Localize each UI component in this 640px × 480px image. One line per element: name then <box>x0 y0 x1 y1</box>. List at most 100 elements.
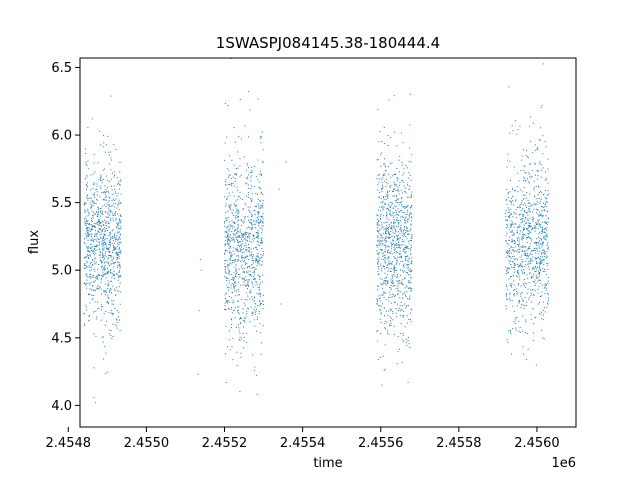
data-point <box>248 174 250 176</box>
data-point <box>543 235 545 237</box>
data-point <box>90 261 92 263</box>
data-point <box>115 294 117 296</box>
data-point <box>246 255 248 257</box>
data-point <box>539 262 541 264</box>
data-point <box>251 257 253 259</box>
data-point <box>547 246 549 248</box>
data-point <box>378 295 380 297</box>
data-point <box>92 225 94 227</box>
data-point <box>386 227 388 229</box>
data-point <box>111 276 113 278</box>
data-point <box>116 226 118 228</box>
data-point <box>397 244 399 246</box>
data-point <box>234 276 236 278</box>
data-point <box>118 248 120 250</box>
data-point <box>236 199 238 201</box>
data-point <box>393 219 395 221</box>
data-point <box>389 252 391 254</box>
data-point <box>384 283 386 285</box>
data-point <box>118 221 120 223</box>
data-point <box>119 282 121 284</box>
data-point <box>511 238 513 240</box>
data-point <box>119 275 121 277</box>
data-point <box>244 262 246 264</box>
data-point <box>510 284 512 286</box>
data-point <box>529 223 531 225</box>
data-point <box>234 306 236 308</box>
data-point <box>541 284 543 286</box>
data-point <box>252 312 254 314</box>
data-point <box>520 269 522 271</box>
data-point <box>378 182 380 184</box>
data-point <box>241 266 243 268</box>
data-point <box>400 220 402 222</box>
data-point <box>224 308 226 310</box>
data-point <box>411 269 413 271</box>
data-point <box>519 246 521 248</box>
data-point <box>541 318 543 320</box>
data-point <box>86 230 88 232</box>
data-point <box>87 230 89 232</box>
data-point <box>233 286 235 288</box>
data-point <box>547 297 549 299</box>
data-point <box>97 308 99 310</box>
data-point <box>544 253 546 255</box>
data-point <box>241 278 243 280</box>
data-point <box>505 284 507 286</box>
data-point <box>526 229 528 231</box>
data-point <box>532 267 534 269</box>
data-point <box>386 274 388 276</box>
data-point <box>397 275 399 277</box>
data-point <box>389 320 391 322</box>
data-point <box>237 196 239 198</box>
data-point <box>400 308 402 310</box>
data-point <box>398 211 400 213</box>
data-point <box>248 273 250 275</box>
data-point <box>234 309 236 311</box>
data-point <box>535 316 537 318</box>
data-point <box>523 250 525 252</box>
data-point <box>522 214 524 216</box>
data-point <box>230 260 232 262</box>
data-point <box>224 225 226 227</box>
data-point <box>233 127 235 129</box>
data-point <box>116 207 118 209</box>
data-point <box>110 237 112 239</box>
data-point <box>228 217 230 219</box>
data-point <box>400 216 402 218</box>
data-point <box>405 192 407 194</box>
data-point <box>508 197 510 199</box>
data-point <box>104 235 106 237</box>
data-point <box>87 226 89 228</box>
data-point <box>541 229 543 231</box>
data-point <box>381 187 383 189</box>
data-point <box>112 285 114 287</box>
data-point <box>384 227 386 229</box>
data-point <box>242 277 244 279</box>
data-point <box>410 244 412 246</box>
data-point <box>522 191 524 193</box>
data-point <box>228 192 230 194</box>
data-point <box>543 249 545 251</box>
data-point <box>120 193 122 195</box>
data-point <box>406 315 408 317</box>
data-point <box>530 225 532 227</box>
data-point <box>389 162 391 164</box>
data-point <box>109 270 111 272</box>
data-point <box>236 151 238 153</box>
data-point <box>253 271 255 273</box>
data-point <box>388 173 390 175</box>
data-point <box>261 229 263 231</box>
data-point <box>101 182 103 184</box>
data-point <box>226 219 228 221</box>
data-point <box>110 255 112 257</box>
data-point <box>112 236 114 238</box>
data-point <box>533 180 535 182</box>
data-point <box>258 211 260 213</box>
data-point <box>95 239 97 241</box>
data-point <box>83 323 85 325</box>
data-point <box>529 273 531 275</box>
data-point <box>235 272 237 274</box>
data-point <box>511 241 513 243</box>
data-point <box>386 230 388 232</box>
